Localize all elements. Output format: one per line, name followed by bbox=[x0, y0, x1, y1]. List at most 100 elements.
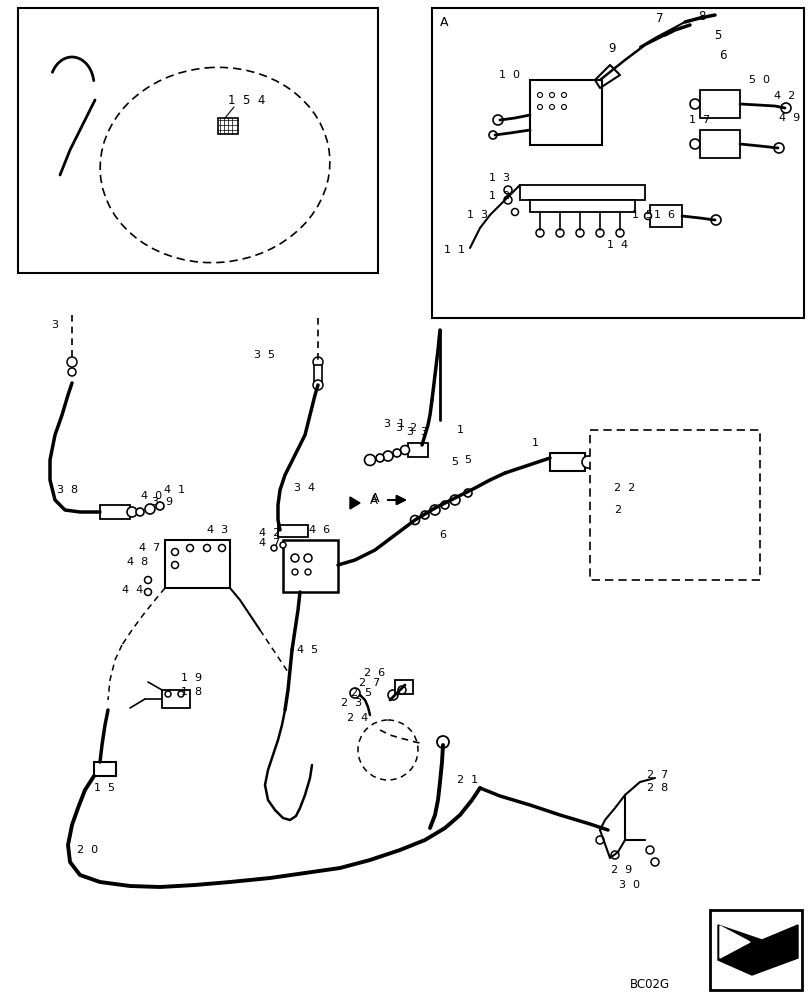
Text: 1  3: 1 3 bbox=[489, 173, 510, 183]
Circle shape bbox=[440, 501, 448, 509]
Text: 3: 3 bbox=[51, 320, 58, 330]
Circle shape bbox=[156, 502, 164, 510]
Bar bbox=[217, 118, 238, 134]
Circle shape bbox=[358, 720, 418, 780]
Text: 4  5: 4 5 bbox=[297, 645, 318, 655]
Circle shape bbox=[780, 103, 790, 113]
Circle shape bbox=[689, 139, 699, 149]
Text: 4  7: 4 7 bbox=[259, 538, 281, 548]
Circle shape bbox=[271, 545, 277, 551]
Text: 2  7: 2 7 bbox=[359, 678, 380, 688]
Circle shape bbox=[364, 454, 375, 466]
Text: 2  3: 2 3 bbox=[341, 698, 363, 708]
Circle shape bbox=[492, 115, 502, 125]
Text: 4  8: 4 8 bbox=[127, 557, 148, 567]
Bar bbox=[162, 690, 190, 708]
Bar bbox=[530, 200, 634, 212]
Text: 2  7: 2 7 bbox=[646, 770, 667, 780]
Text: 5: 5 bbox=[451, 457, 458, 467]
Circle shape bbox=[599, 458, 607, 466]
Text: 4  1: 4 1 bbox=[165, 485, 186, 495]
Circle shape bbox=[463, 489, 471, 497]
Circle shape bbox=[280, 542, 285, 548]
Text: A: A bbox=[370, 493, 378, 506]
Text: 2: 2 bbox=[614, 505, 620, 515]
Circle shape bbox=[561, 105, 566, 110]
Circle shape bbox=[436, 736, 448, 748]
Circle shape bbox=[430, 505, 440, 515]
Circle shape bbox=[388, 690, 397, 700]
Circle shape bbox=[218, 544, 225, 552]
Text: 1  1: 1 1 bbox=[444, 245, 465, 255]
Bar bbox=[699, 90, 739, 118]
Circle shape bbox=[644, 213, 650, 220]
Text: 1: 1 bbox=[531, 438, 538, 448]
Circle shape bbox=[410, 516, 419, 524]
Text: 3  3: 3 3 bbox=[407, 427, 428, 437]
Text: 2  0: 2 0 bbox=[77, 845, 98, 855]
Circle shape bbox=[561, 93, 566, 98]
Circle shape bbox=[145, 504, 155, 514]
Circle shape bbox=[303, 554, 311, 562]
Circle shape bbox=[68, 368, 76, 376]
Circle shape bbox=[165, 691, 171, 697]
Bar bbox=[277, 525, 307, 537]
Text: 7: 7 bbox=[655, 12, 663, 25]
Bar bbox=[699, 130, 739, 158]
Circle shape bbox=[400, 446, 409, 454]
Text: 3  8: 3 8 bbox=[58, 485, 79, 495]
Text: 5: 5 bbox=[464, 455, 471, 465]
Text: 4  3: 4 3 bbox=[207, 525, 228, 535]
Circle shape bbox=[549, 105, 554, 110]
Bar bbox=[590, 430, 759, 580]
Bar bbox=[649, 205, 681, 227]
Text: 4  7: 4 7 bbox=[139, 543, 161, 553]
Bar bbox=[283, 540, 337, 592]
Circle shape bbox=[537, 93, 542, 98]
Text: 4  4: 4 4 bbox=[122, 585, 144, 595]
Text: 3  0: 3 0 bbox=[619, 880, 640, 890]
Text: 1  2: 1 2 bbox=[489, 191, 510, 201]
Circle shape bbox=[488, 131, 496, 139]
Circle shape bbox=[556, 229, 564, 237]
Circle shape bbox=[204, 544, 210, 552]
Text: 3  5: 3 5 bbox=[254, 350, 275, 360]
Text: 4  9: 4 9 bbox=[779, 113, 800, 123]
Polygon shape bbox=[719, 926, 749, 958]
Text: 3  4: 3 4 bbox=[294, 483, 315, 493]
Bar bbox=[100, 505, 130, 519]
Text: 2  4: 2 4 bbox=[347, 713, 368, 723]
Circle shape bbox=[67, 357, 77, 367]
Bar bbox=[314, 365, 322, 383]
Text: 3  9: 3 9 bbox=[152, 497, 174, 507]
Circle shape bbox=[591, 458, 599, 466]
Circle shape bbox=[187, 544, 193, 552]
Circle shape bbox=[397, 686, 406, 694]
Circle shape bbox=[383, 451, 393, 461]
Text: 6: 6 bbox=[439, 530, 446, 540]
Circle shape bbox=[420, 511, 428, 519]
Circle shape bbox=[537, 105, 542, 110]
Text: A: A bbox=[371, 491, 379, 504]
Text: 1  9: 1 9 bbox=[181, 673, 202, 683]
Bar bbox=[431, 8, 803, 318]
Circle shape bbox=[773, 143, 783, 153]
Circle shape bbox=[535, 229, 543, 237]
Bar bbox=[549, 453, 584, 471]
Text: 1  3: 1 3 bbox=[467, 210, 488, 220]
Circle shape bbox=[312, 357, 323, 367]
Circle shape bbox=[616, 229, 623, 237]
Text: 2  5: 2 5 bbox=[351, 688, 372, 698]
Text: 2  9: 2 9 bbox=[611, 865, 632, 875]
Text: 2  8: 2 8 bbox=[646, 783, 667, 793]
Text: 1  5  4: 1 5 4 bbox=[228, 94, 265, 107]
Text: 4  2: 4 2 bbox=[259, 528, 281, 538]
Text: A: A bbox=[440, 16, 448, 29]
Text: 8: 8 bbox=[697, 10, 705, 23]
Polygon shape bbox=[350, 497, 359, 509]
Text: 1  4: 1 4 bbox=[607, 240, 628, 250]
Circle shape bbox=[449, 495, 460, 505]
Circle shape bbox=[305, 569, 311, 575]
Circle shape bbox=[646, 846, 653, 854]
Circle shape bbox=[292, 569, 298, 575]
